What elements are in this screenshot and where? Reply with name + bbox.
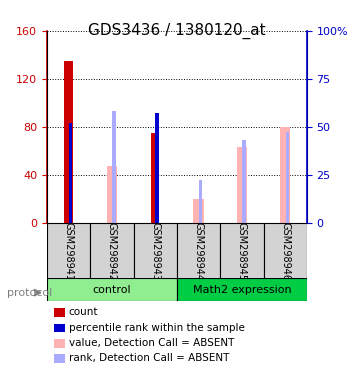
Bar — [199, 180, 203, 223]
FancyBboxPatch shape — [264, 223, 307, 280]
Bar — [155, 113, 159, 223]
FancyBboxPatch shape — [177, 223, 220, 280]
Bar — [280, 127, 291, 223]
FancyBboxPatch shape — [47, 223, 90, 280]
FancyBboxPatch shape — [220, 223, 264, 280]
Text: GSM298944: GSM298944 — [193, 222, 204, 281]
Text: GSM298941: GSM298941 — [64, 222, 74, 281]
Bar — [242, 140, 246, 223]
Text: Math2 expression: Math2 expression — [192, 285, 291, 295]
Bar — [106, 166, 117, 223]
FancyBboxPatch shape — [47, 278, 177, 301]
Text: value, Detection Call = ABSENT: value, Detection Call = ABSENT — [69, 338, 234, 348]
Text: GSM298943: GSM298943 — [150, 222, 160, 281]
FancyBboxPatch shape — [90, 223, 134, 280]
Text: GSM298946: GSM298946 — [280, 222, 290, 281]
Text: GDS3436 / 1380120_at: GDS3436 / 1380120_at — [88, 23, 266, 39]
Bar — [193, 199, 204, 223]
FancyBboxPatch shape — [177, 278, 307, 301]
Text: count: count — [69, 307, 98, 317]
Bar — [112, 111, 116, 223]
Text: protocol: protocol — [7, 288, 52, 298]
Text: percentile rank within the sample: percentile rank within the sample — [69, 323, 244, 333]
Text: control: control — [93, 285, 131, 295]
FancyBboxPatch shape — [134, 223, 177, 280]
Text: rank, Detection Call = ABSENT: rank, Detection Call = ABSENT — [69, 353, 229, 363]
Bar — [64, 61, 73, 223]
Bar — [236, 147, 247, 223]
Bar — [286, 132, 289, 223]
Bar — [151, 133, 160, 223]
Text: GSM298942: GSM298942 — [107, 222, 117, 281]
Bar — [69, 123, 72, 223]
Text: GSM298945: GSM298945 — [237, 222, 247, 281]
